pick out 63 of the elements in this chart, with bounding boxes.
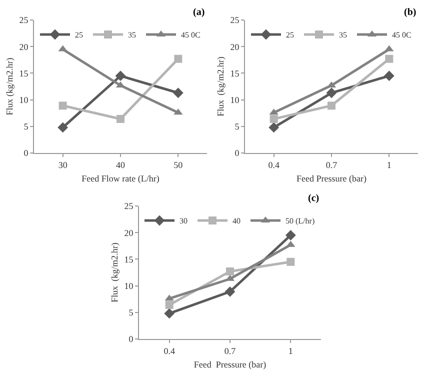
y-tick-label: 10	[230, 94, 240, 105]
text: (a)	[193, 7, 205, 18]
x-tick-label: 0.4	[164, 346, 176, 356]
y-tick-label: 0	[234, 148, 240, 158]
y-tick-label: 5	[234, 122, 240, 132]
x-axis-title: Feed Pressure (bar)	[194, 360, 266, 370]
text: (b)	[404, 7, 416, 18]
x-axis-title: Feed Flow rate (L/hr)	[82, 174, 160, 184]
point	[165, 300, 174, 309]
y-tick-label: 25	[19, 15, 29, 26]
y-tick-label: 15	[230, 68, 240, 78]
legend-label: 25	[75, 30, 83, 40]
point	[164, 308, 175, 319]
point	[226, 267, 234, 276]
y-tick-label: 25	[124, 201, 134, 212]
y-tick-label: 20	[230, 42, 240, 52]
legend-label: 30	[180, 216, 188, 226]
x-tick-label: 30	[58, 160, 68, 170]
y-tick-label: 5	[24, 122, 29, 132]
y-tick-label: 15	[19, 68, 29, 78]
y-tick-label: 10	[124, 280, 134, 291]
legend-label: 35	[128, 30, 136, 40]
point	[285, 230, 296, 240]
y-tick-label: 15	[124, 254, 134, 264]
point	[58, 122, 68, 133]
y-tick-label: 20	[19, 42, 29, 52]
legend-label: 45 0C	[392, 30, 412, 40]
point	[172, 88, 184, 98]
y-tick-label: 10	[19, 94, 29, 105]
x-tick-label: 1	[386, 160, 392, 170]
text: (c)	[308, 193, 320, 204]
y-axis-title: Flux (kg/m2.hr)	[216, 56, 226, 116]
y-tick-label: 0	[128, 334, 134, 344]
point	[116, 114, 124, 123]
x-tick-label: 0.7	[326, 160, 338, 170]
point	[224, 286, 236, 297]
point	[326, 88, 337, 98]
x-tick-label: 40	[116, 160, 126, 170]
x-tick-label: 0.7	[224, 346, 236, 356]
x-axis-title: Feed Pressure (bar)	[296, 174, 366, 184]
legend-label: 45 0C	[181, 30, 200, 40]
x-tick-label: 50	[174, 160, 184, 170]
point	[268, 122, 280, 133]
y-tick-label: 5	[128, 308, 134, 318]
legend-label: 40	[232, 216, 240, 226]
y-tick-label: 0	[24, 148, 29, 158]
x-tick-label: 1	[288, 346, 293, 356]
y-tick-label: 20	[124, 228, 134, 238]
y-axis-title: Flux (kg/m2.hr)	[4, 58, 15, 116]
point	[384, 70, 394, 82]
point	[174, 54, 182, 63]
y-tick-label: 25	[230, 15, 240, 26]
legend-label: 50 (L/hr)	[286, 216, 315, 226]
point	[328, 102, 336, 110]
legend-label: 25	[286, 30, 294, 40]
legend-label: 35	[339, 30, 347, 40]
point	[115, 70, 126, 82]
x-tick-label: 0.4	[268, 160, 280, 170]
point	[286, 258, 295, 266]
point	[385, 54, 394, 63]
point	[270, 114, 278, 123]
y-axis-title: Flux (kg/m2.hr)	[110, 242, 120, 302]
point	[58, 102, 67, 110]
